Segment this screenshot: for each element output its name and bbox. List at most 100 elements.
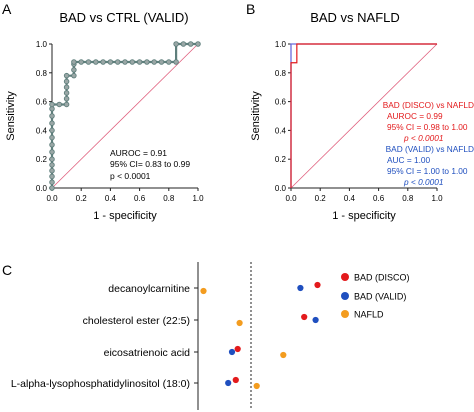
panel-b-y-ticks: 0.0 0.2 0.4 0.6 0.8 1.0: [275, 40, 291, 193]
b-x-tick-label: 0.0: [285, 194, 297, 203]
roc-point: [63, 78, 70, 85]
dot-point: [253, 382, 260, 390]
a-x-tick-label: 0.4: [105, 194, 117, 203]
panel-b-valid-title: BAD (VALID) vs NAFLD: [386, 144, 474, 154]
panel-b-roc-disco-line: [290, 43, 437, 188]
roc-point: [49, 134, 55, 141]
panel-a-stat-p: p < 0.0001: [110, 171, 151, 181]
roc-point: [158, 59, 165, 65]
panel-a-x-label: 1 - specificity: [93, 210, 157, 222]
roc-point: [100, 59, 106, 65]
a-y-tick-label: 0.2: [36, 155, 48, 164]
legend-label: NAFLD: [354, 310, 384, 320]
roc-point: [63, 95, 70, 102]
roc-point: [49, 149, 55, 155]
panel-a: A BAD vs CTRL (VALID) 0.0 0.2 0.4 0.6 0.8 1.0…: [2, 1, 204, 222]
roc-point: [129, 59, 136, 65]
roc-point: [49, 120, 55, 126]
roc-point: [71, 67, 77, 73]
b-y-tick-label: 0.8: [275, 69, 287, 78]
roc-point: [63, 101, 70, 108]
panel-b-valid-p: p < 0.0001: [403, 177, 443, 187]
legend-marker: [341, 310, 349, 318]
roc-point: [173, 41, 179, 47]
dot-point: [280, 351, 287, 359]
panel-c-points: [200, 281, 321, 390]
panel-b-letter: B: [246, 1, 255, 17]
roc-point: [122, 59, 128, 65]
roc-point: [173, 59, 179, 65]
roc-point: [63, 72, 70, 79]
b-y-tick-label: 0.6: [275, 98, 287, 107]
panel-a-roc-points: [49, 41, 201, 191]
roc-point: [49, 156, 55, 162]
panel-a-letter: A: [2, 1, 12, 17]
b-x-tick-label: 0.8: [402, 194, 414, 203]
dot-point: [301, 313, 308, 321]
category-label: cholesterol ester (22:5): [83, 315, 190, 327]
panel-b-title: BAD vs NAFLD: [310, 10, 400, 25]
panel-a-x-ticks: 0.0 0.2 0.4 0.6 0.8 1.0: [46, 188, 204, 203]
dot-point: [312, 316, 319, 324]
dot-point: [200, 287, 207, 295]
panel-a-title: BAD vs CTRL (VALID): [59, 10, 188, 25]
b-y-tick-label: 0.0: [275, 184, 287, 193]
panel-b-valid-stats: BAD (VALID) vs NAFLD AUC = 1.00 95% CI =…: [386, 144, 474, 187]
panel-b-valid-ci: 95% CI = 1.00 to 1.00: [387, 166, 468, 176]
roc-point: [49, 173, 55, 180]
panel-b: B BAD vs NAFLD 0.0 0.2 0.4 0.6 0.8 1.0 0.0 0.2…: [246, 1, 474, 222]
a-x-tick-label: 0.2: [76, 194, 88, 203]
roc-point: [49, 127, 55, 134]
roc-point: [107, 59, 114, 65]
panel-a-y-label: Sensitivity: [5, 91, 17, 141]
a-y-tick-label: 0.8: [36, 69, 48, 78]
legend-marker: [341, 292, 349, 300]
panel-c-letter: C: [2, 262, 12, 278]
roc-point: [49, 167, 55, 174]
roc-point: [56, 101, 63, 108]
panel-b-disco-p: p < 0.0001: [403, 133, 443, 143]
panel-b-reference-line: [290, 43, 438, 189]
roc-point: [49, 179, 55, 185]
panel-b-disco-stats: BAD (DISCO) vs NAFLD AUROC = 0.99 95% CI…: [383, 100, 474, 143]
roc-point: [187, 41, 194, 47]
panel-c-legend: BAD (DISCO) BAD (VALID) NAFLD: [341, 273, 410, 320]
dot-point: [314, 281, 321, 289]
a-y-tick-label: 0.4: [36, 126, 48, 135]
category-label: eicosatrienoic acid: [104, 347, 191, 359]
a-y-tick-label: 0.6: [36, 98, 48, 107]
legend-marker: [341, 273, 349, 281]
panel-c: C decanoylcarnitine cholesterol ester (22…: [2, 262, 410, 410]
panel-b-valid-auc: AUC = 1.00: [387, 155, 431, 165]
legend-label: BAD (DISCO): [354, 273, 410, 283]
b-x-tick-label: 0.2: [315, 194, 327, 203]
roc-point: [93, 59, 99, 65]
dot-point: [297, 284, 304, 292]
roc-point: [78, 59, 84, 65]
panel-b-disco-ci: 95% CI = 0.98 to 1.00: [387, 122, 468, 132]
dot-point: [232, 376, 239, 384]
b-y-tick-label: 0.4: [275, 126, 287, 135]
roc-point: [85, 59, 92, 65]
legend-label: BAD (VALID): [354, 292, 406, 302]
panel-b-disco-auroc: AUROC = 0.99: [387, 111, 443, 121]
roc-point: [63, 90, 70, 96]
panel-a-stat-ci: 95% CI= 0.83 to 0.99: [110, 159, 190, 169]
panel-a-reference-line: [51, 43, 199, 189]
roc-point: [49, 142, 55, 148]
roc-point: [63, 84, 70, 90]
roc-point: [49, 113, 55, 119]
roc-point: [180, 41, 187, 47]
b-y-tick-label: 0.2: [275, 155, 287, 164]
roc-point: [195, 41, 201, 47]
a-x-tick-label: 0.0: [46, 194, 58, 203]
roc-point: [136, 59, 143, 65]
roc-point: [151, 59, 157, 65]
roc-point: [49, 185, 55, 191]
a-x-tick-label: 0.6: [134, 194, 146, 203]
panel-b-x-ticks: 0.0 0.2 0.4 0.6 0.8 1.0: [285, 188, 443, 203]
dot-point: [228, 348, 236, 356]
dot-point: [225, 379, 232, 387]
panel-b-disco-title: BAD (DISCO) vs NAFLD: [383, 100, 474, 110]
